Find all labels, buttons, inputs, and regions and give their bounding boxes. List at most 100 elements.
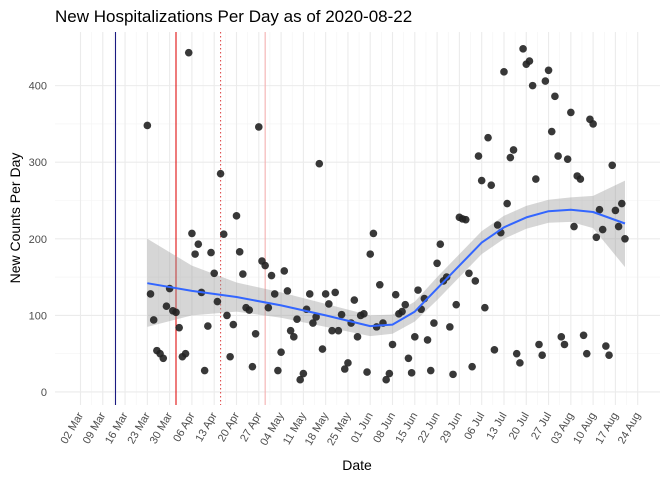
point — [560, 340, 569, 349]
point — [563, 155, 572, 163]
point — [528, 81, 537, 90]
point — [350, 296, 359, 304]
point — [461, 215, 470, 224]
point — [589, 120, 597, 128]
point — [503, 199, 511, 208]
point — [519, 45, 527, 53]
point — [283, 287, 292, 295]
point — [547, 127, 556, 136]
point — [245, 306, 254, 314]
point — [532, 175, 540, 183]
y-tick-label: 0 — [41, 387, 47, 399]
point — [436, 240, 445, 248]
point — [411, 333, 419, 341]
x-tick-label: 30 Mar — [148, 410, 176, 446]
point — [267, 271, 276, 280]
point — [210, 269, 219, 278]
point — [446, 323, 454, 331]
point — [296, 375, 304, 384]
point — [264, 303, 273, 312]
point — [430, 319, 438, 327]
point — [611, 206, 620, 215]
point — [582, 349, 591, 358]
point — [471, 277, 480, 285]
point — [334, 326, 343, 335]
point — [506, 153, 515, 162]
confidence-band — [147, 180, 626, 337]
point — [360, 310, 368, 318]
point — [188, 229, 196, 238]
point — [159, 354, 168, 363]
point — [309, 319, 317, 327]
y-tick-label: 300 — [29, 157, 47, 169]
point — [149, 316, 158, 324]
point — [567, 108, 575, 117]
x-axis-title: Date — [342, 457, 372, 473]
point — [452, 300, 461, 309]
point — [481, 303, 489, 312]
point — [331, 288, 340, 297]
point — [487, 181, 496, 189]
point — [299, 369, 308, 378]
point — [235, 248, 244, 256]
point — [449, 370, 457, 379]
point — [500, 68, 508, 76]
point — [216, 169, 225, 178]
point — [337, 310, 346, 319]
point — [541, 77, 550, 85]
point — [194, 240, 203, 248]
point — [204, 322, 212, 330]
point — [407, 369, 416, 377]
point — [325, 300, 333, 308]
point — [363, 368, 371, 376]
point — [305, 290, 314, 298]
point — [175, 323, 183, 332]
point — [525, 57, 534, 65]
point — [219, 230, 228, 239]
point — [340, 365, 349, 373]
point — [369, 229, 378, 238]
point — [602, 342, 610, 350]
point — [146, 290, 155, 298]
point — [465, 269, 473, 278]
point — [213, 297, 222, 306]
point — [248, 362, 257, 371]
point — [442, 273, 451, 281]
point — [391, 290, 400, 299]
point — [484, 133, 492, 142]
point — [200, 366, 209, 375]
point — [321, 290, 330, 298]
marks — [114, 32, 629, 405]
point — [286, 326, 295, 335]
point — [404, 354, 413, 363]
point — [598, 225, 607, 234]
point — [251, 329, 260, 338]
point — [229, 320, 238, 329]
point — [274, 366, 282, 375]
point — [239, 270, 247, 278]
point — [223, 311, 231, 320]
point — [592, 233, 601, 242]
point — [605, 351, 613, 360]
point — [595, 205, 604, 214]
point — [366, 250, 375, 258]
point — [477, 176, 486, 185]
point — [621, 234, 629, 243]
point — [385, 369, 394, 378]
point — [293, 315, 301, 324]
point — [474, 152, 483, 160]
y-tick-label: 400 — [29, 81, 47, 93]
point — [570, 222, 578, 231]
x-tick-label: 06 Jul — [462, 411, 487, 442]
point — [143, 121, 152, 130]
point — [261, 261, 269, 270]
point — [382, 375, 390, 384]
point — [270, 290, 279, 298]
point — [544, 66, 553, 75]
point — [414, 286, 422, 294]
point — [554, 152, 562, 160]
point — [614, 222, 623, 231]
point — [353, 333, 362, 341]
point — [551, 92, 559, 101]
